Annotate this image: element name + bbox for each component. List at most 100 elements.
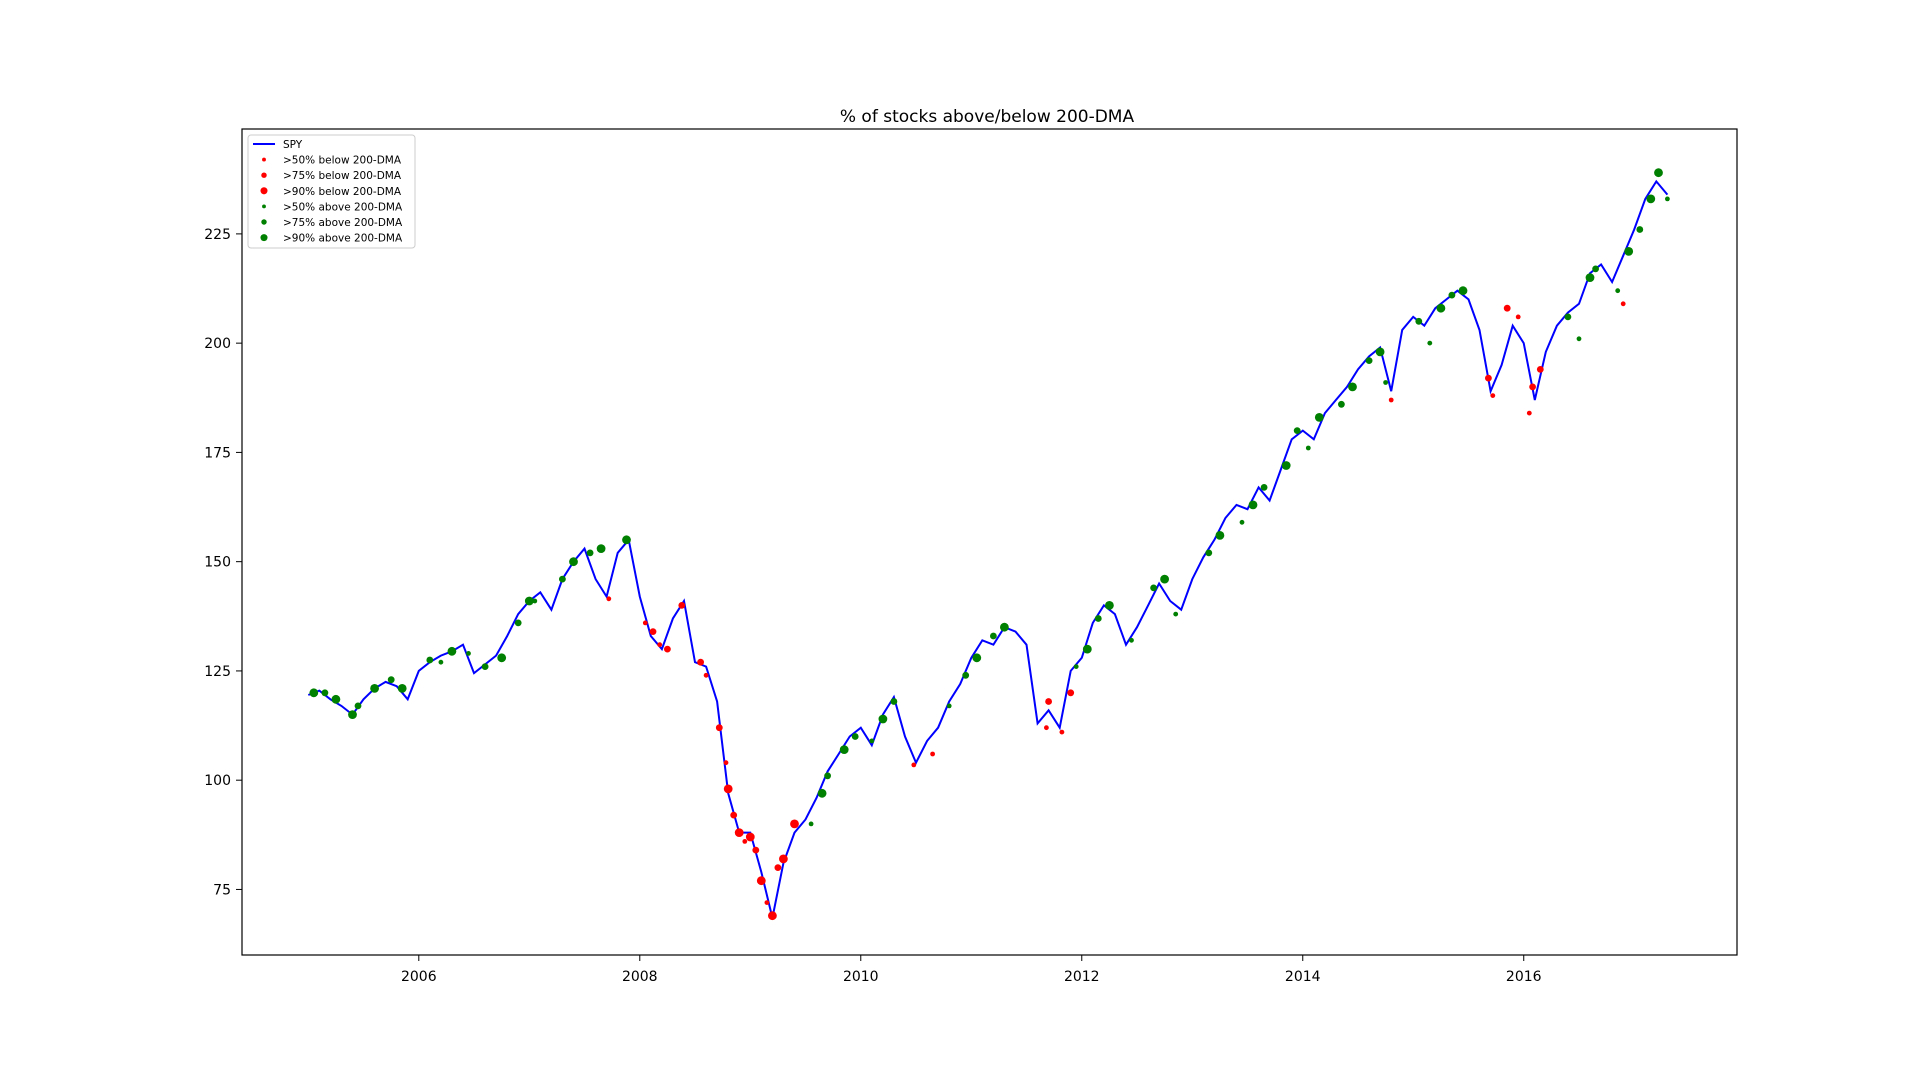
- point-90-above-200-dma: [397, 684, 407, 693]
- point-50-below-200-dma: [1388, 397, 1394, 403]
- point-50-above-200-dma: [1305, 445, 1311, 451]
- point-75-above-200-dma: [1448, 291, 1456, 299]
- legend-label: >75% below 200-DMA: [283, 170, 402, 182]
- point-90-below-200-dma: [779, 854, 788, 864]
- point-90-below-200-dma: [768, 911, 777, 921]
- point-90-below-200-dma: [745, 832, 755, 842]
- point-75-above-200-dma: [890, 698, 898, 705]
- point-75-above-200-dma: [851, 733, 859, 740]
- point-75-above-200-dma: [1293, 427, 1301, 434]
- point-50-below-200-dma: [1515, 314, 1521, 320]
- point-50-below-200-dma: [657, 642, 663, 648]
- legend-marker-dot: [261, 172, 267, 178]
- point-90-above-200-dma: [839, 745, 849, 754]
- point-50-below-200-dma: [764, 900, 770, 905]
- point-90-above-200-dma: [1624, 247, 1634, 256]
- point-75-below-200-dma: [730, 811, 738, 819]
- x-tick-label: 2010: [843, 969, 879, 985]
- point-90-above-200-dma: [1105, 601, 1114, 610]
- point-50-below-200-dma: [742, 839, 748, 844]
- point-75-above-200-dma: [1592, 265, 1599, 273]
- point-50-above-200-dma: [1665, 196, 1670, 202]
- point-75-above-200-dma: [962, 671, 970, 679]
- legend-marker-dot: [262, 204, 266, 209]
- legend-marker-dot: [260, 187, 268, 195]
- point-90-above-200-dma: [1160, 574, 1169, 584]
- point-90-above-200-dma: [370, 684, 379, 693]
- point-90-above-200-dma: [817, 788, 827, 798]
- point-90-above-200-dma: [569, 557, 578, 567]
- point-75-above-200-dma: [354, 702, 362, 710]
- point-50-above-200-dma: [466, 651, 471, 656]
- point-50-above-200-dma: [1576, 336, 1582, 342]
- point-90-above-200-dma: [524, 596, 534, 606]
- point-50-below-200-dma: [642, 620, 648, 626]
- point-75-above-200-dma: [559, 575, 566, 583]
- spy-line: [307, 179, 1669, 919]
- point-50-above-200-dma: [1129, 637, 1134, 643]
- point-90-above-200-dma: [596, 544, 606, 553]
- point-90-above-200-dma: [1215, 531, 1225, 540]
- point-50-above-200-dma: [1383, 380, 1388, 385]
- x-tick-label: 2014: [1285, 969, 1321, 985]
- point-75-above-200-dma: [321, 689, 329, 697]
- y-axis: 75 100 125 150 175 200 225: [204, 227, 242, 898]
- point-75-above-200-dma: [426, 656, 434, 664]
- point-75-below-200-dma: [1536, 366, 1544, 373]
- point-90-above-200-dma: [1348, 382, 1357, 392]
- point-90-above-200-dma: [1000, 622, 1009, 632]
- point-50-below-200-dma: [1059, 729, 1065, 735]
- point-50-above-200-dma: [1073, 664, 1079, 669]
- point-90-above-200-dma: [331, 694, 341, 704]
- point-50-below-200-dma: [723, 760, 729, 766]
- point-50-above-200-dma: [438, 659, 444, 665]
- point-75-above-200-dma: [387, 676, 395, 684]
- x-axis: 2006 2008 2010 2012 2014 2016: [401, 955, 1542, 985]
- point-75-below-200-dma: [752, 846, 760, 854]
- point-75-above-200-dma: [1365, 357, 1373, 364]
- y-tick-label: 75: [213, 882, 231, 898]
- point-75-below-200-dma: [1485, 374, 1492, 382]
- point-50-below-200-dma: [930, 751, 935, 757]
- y-tick-label: 125: [204, 664, 231, 680]
- point-90-above-200-dma: [309, 688, 319, 698]
- point-90-above-200-dma: [1082, 644, 1092, 654]
- point-90-above-200-dma: [497, 653, 507, 663]
- plot-area: [307, 168, 1670, 921]
- point-75-below-200-dma: [697, 658, 704, 666]
- point-50-above-200-dma: [1615, 288, 1621, 294]
- point-75-above-200-dma: [1150, 584, 1157, 592]
- point-75-above-200-dma: [1094, 615, 1102, 622]
- point-75-below-200-dma: [1529, 383, 1536, 391]
- point-75-above-200-dma: [1564, 313, 1572, 321]
- point-50-above-200-dma: [946, 703, 952, 709]
- point-50-above-200-dma: [808, 821, 814, 827]
- legend-label: >90% below 200-DMA: [283, 186, 402, 198]
- point-75-above-200-dma: [1260, 484, 1268, 491]
- legend-marker-dot: [262, 157, 266, 162]
- point-90-above-200-dma: [1314, 413, 1324, 422]
- legend-label: >90% above 200-DMA: [283, 233, 403, 245]
- point-50-above-200-dma: [1427, 340, 1433, 346]
- point-75-below-200-dma: [774, 864, 782, 871]
- point-50-below-200-dma: [1526, 410, 1532, 416]
- point-75-above-200-dma: [481, 663, 489, 670]
- point-75-below-200-dma: [1045, 698, 1052, 705]
- point-50-below-200-dma: [1044, 725, 1049, 731]
- point-75-above-200-dma: [1636, 226, 1644, 233]
- point-75-above-200-dma: [586, 549, 594, 557]
- point-75-below-200-dma: [678, 602, 686, 609]
- point-90-above-200-dma: [1375, 347, 1385, 357]
- y-tick-label: 175: [204, 445, 231, 461]
- point-75-below-200-dma: [715, 724, 723, 732]
- point-75-below-200-dma: [1067, 689, 1075, 697]
- point-75-above-200-dma: [824, 772, 831, 780]
- point-50-below-200-dma: [606, 596, 612, 602]
- point-90-below-200-dma: [723, 784, 733, 794]
- y-tick-label: 225: [204, 227, 231, 243]
- point-75-above-200-dma: [1415, 317, 1423, 325]
- point-90-above-200-dma: [1654, 168, 1663, 178]
- point-90-above-200-dma: [1281, 461, 1291, 470]
